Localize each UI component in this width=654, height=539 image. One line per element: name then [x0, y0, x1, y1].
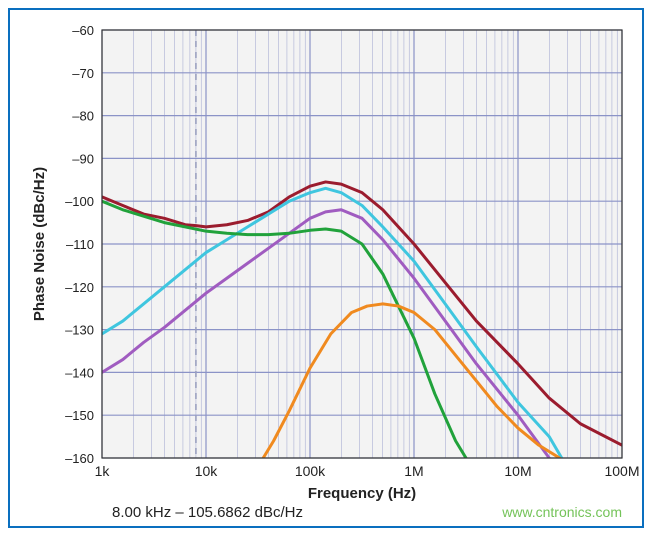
- phase-noise-chart: –60 –70 –80 –90 –100 –110 –120 –130 –140 –150 –160…: [10, 10, 646, 530]
- watermark: www.cntronics.com: [502, 504, 622, 520]
- svg-text:1M: 1M: [404, 463, 423, 479]
- svg-text:10M: 10M: [504, 463, 531, 479]
- svg-text:Phase Noise (dBc/Hz): Phase Noise (dBc/Hz): [31, 167, 48, 321]
- svg-text:100k: 100k: [295, 463, 326, 479]
- svg-text:–70: –70: [72, 66, 94, 81]
- svg-text:–120: –120: [65, 280, 94, 295]
- svg-text:–60: –60: [72, 23, 94, 38]
- svg-text:1k: 1k: [95, 463, 111, 479]
- svg-text:–160: –160: [65, 451, 94, 466]
- svg-text:10k: 10k: [195, 463, 219, 479]
- svg-text:Frequency (Hz): Frequency (Hz): [308, 485, 416, 502]
- svg-text:–80: –80: [72, 109, 94, 124]
- svg-text:–140: –140: [65, 365, 94, 380]
- svg-text:–90: –90: [72, 151, 94, 166]
- marker-readout: 8.00 kHz – 105.6862 dBc/Hz: [112, 504, 303, 521]
- svg-text:–110: –110: [66, 237, 94, 252]
- chart-frame: –60 –70 –80 –90 –100 –110 –120 –130 –140 –150 –160…: [8, 8, 644, 528]
- svg-text:100M: 100M: [604, 463, 639, 479]
- svg-text:–150: –150: [65, 408, 94, 423]
- svg-text:–100: –100: [65, 194, 94, 209]
- svg-text:–130: –130: [65, 323, 94, 338]
